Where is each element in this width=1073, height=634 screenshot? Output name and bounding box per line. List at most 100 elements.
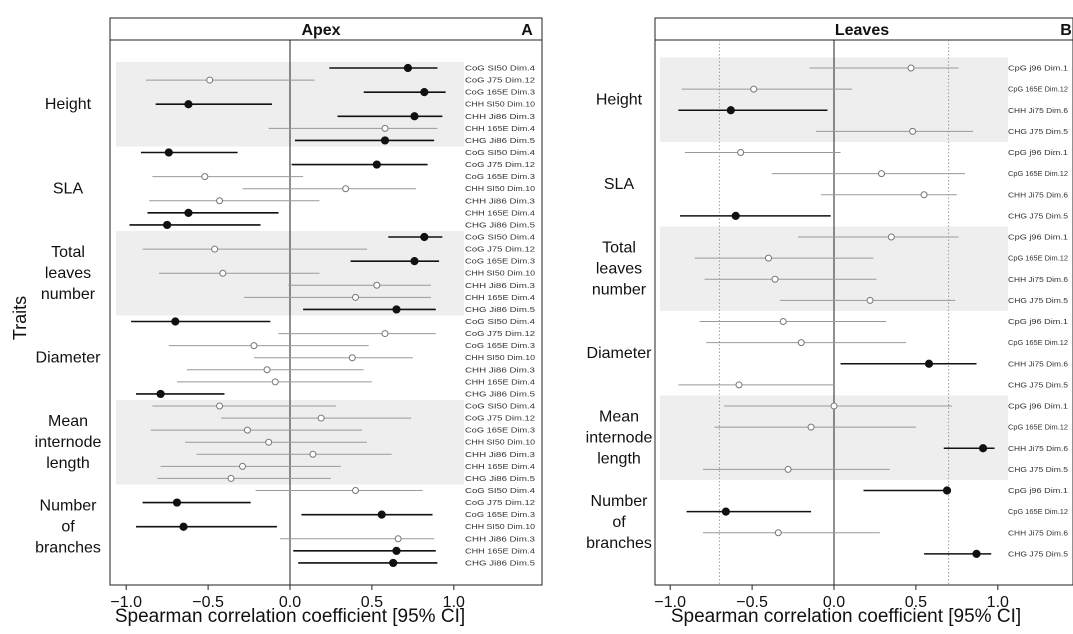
row-label: CHH 165E Dim.4	[465, 379, 535, 386]
row-label: CHG Ji86 Dim.5	[465, 391, 535, 398]
estimate-point	[263, 366, 271, 374]
row-label: CoG 165E Dim.3	[465, 174, 535, 181]
panel-letter: B	[1060, 22, 1072, 39]
row-label: CHH 165E Dim.4	[465, 548, 535, 555]
estimate-point	[920, 191, 928, 199]
estimate-point	[410, 112, 419, 121]
row-label: CpG 165E Dim.12	[1008, 509, 1068, 516]
trait-label: number	[592, 282, 647, 299]
row-label: CHH SI50 Dim.10	[465, 102, 535, 109]
estimate-point	[410, 257, 419, 266]
trait-label: Total	[51, 244, 85, 261]
row-label: CHH Ji75 Dim.6	[1008, 277, 1068, 284]
trait-label: Mean	[48, 413, 88, 430]
row-label: CoG J75 Dim.12	[465, 500, 535, 507]
estimate-point	[271, 378, 279, 386]
estimate-point	[184, 208, 193, 217]
estimate-point	[420, 88, 429, 97]
trait-label: leaves	[596, 261, 642, 278]
x-tick-label: −0.5	[736, 594, 768, 611]
row-label: CHG Ji86 Dim.5	[465, 222, 535, 229]
row-label: CHH SI50 Dim.10	[465, 440, 535, 447]
estimate-point	[227, 474, 235, 482]
estimate-point	[163, 220, 172, 230]
row-label: CoG SI50 Dim.4	[465, 235, 535, 242]
estimate-point	[784, 465, 792, 473]
estimate-point	[243, 426, 251, 434]
estimate-point	[807, 423, 815, 431]
row-label: CHG Ji86 Dim.5	[465, 560, 535, 567]
estimate-point	[389, 558, 398, 568]
row-label: CHH SI50 Dim.10	[465, 186, 535, 193]
estimate-point	[211, 245, 219, 253]
estimate-point	[942, 486, 952, 495]
estimate-point	[737, 149, 745, 156]
estimate-point	[216, 197, 224, 205]
trait-label: SLA	[604, 176, 635, 193]
estimate-point	[779, 318, 787, 325]
estimate-point	[372, 160, 381, 169]
row-label: CHH Ji86 Dim.3	[465, 536, 535, 543]
x-tick-label: −1.0	[110, 594, 142, 611]
x-axis-title: Spearman correlation coefficient [95% CI…	[115, 606, 465, 627]
x-tick-label: 0.5	[361, 594, 383, 611]
estimate-point	[392, 546, 401, 555]
estimate-point	[216, 402, 224, 410]
row-label: CpG 165E Dim.12	[1008, 425, 1068, 432]
estimate-point	[184, 100, 193, 109]
estimate-point	[381, 124, 389, 132]
trait-label: Number	[591, 493, 649, 510]
row-label: CoG SI50 Dim.4	[465, 66, 535, 73]
estimate-point	[797, 339, 805, 347]
trait-label: branches	[35, 540, 101, 557]
trait-label: Mean	[599, 409, 639, 426]
x-tick-label: 1.0	[443, 594, 465, 611]
row-label: CHG J75 Dim.5	[1008, 298, 1068, 305]
row-label: CHG J75 Dim.5	[1008, 213, 1068, 220]
estimate-point	[909, 127, 917, 135]
row-label: CHH 165E Dim.4	[465, 464, 535, 471]
trait-label: internode	[586, 430, 653, 447]
trait-label: branches	[586, 535, 652, 552]
x-axis-title: Spearman correlation coefficient [95% CI…	[671, 606, 1021, 627]
x-tick-label: −1.0	[654, 594, 686, 611]
estimate-point	[373, 281, 381, 289]
estimate-point	[731, 211, 740, 220]
row-label: CHG J75 Dim.5	[1008, 551, 1068, 558]
estimate-point	[403, 63, 413, 73]
estimate-point	[352, 293, 360, 301]
estimate-point	[726, 106, 735, 115]
estimate-point	[924, 359, 934, 368]
estimate-point	[866, 296, 874, 304]
estimate-point	[774, 529, 782, 537]
estimate-point	[392, 305, 401, 314]
y-axis-title: Traits	[10, 296, 30, 340]
trait-label: number	[41, 286, 96, 303]
row-label: CoG J75 Dim.12	[465, 162, 535, 169]
row-label: CoG J75 Dim.12	[465, 78, 535, 85]
estimate-point	[771, 275, 779, 283]
row-label: CoG SI50 Dim.4	[465, 150, 535, 157]
trait-label: Height	[596, 92, 643, 109]
trait-label: Diameter	[36, 350, 102, 367]
estimate-point	[352, 487, 360, 494]
trait-label: internode	[35, 434, 102, 451]
row-label: CpG j96 Dim.1	[1008, 488, 1068, 495]
estimate-point	[764, 254, 772, 262]
trait-label: Diameter	[587, 345, 653, 362]
row-label: CHH SI50 Dim.10	[465, 271, 535, 278]
row-label: CHG Ji86 Dim.5	[465, 476, 535, 483]
trait-label: Number	[40, 498, 98, 515]
trait-label: length	[46, 455, 90, 472]
row-label: CoG 165E Dim.3	[465, 90, 535, 97]
trait-label: SLA	[53, 181, 84, 198]
estimate-point	[201, 173, 209, 181]
row-label: CpG 165E Dim.12	[1008, 87, 1068, 94]
estimate-point	[206, 76, 214, 84]
row-label: CHH Ji86 Dim.3	[465, 367, 535, 374]
estimate-point	[878, 170, 886, 178]
row-label: CHH Ji86 Dim.3	[465, 198, 535, 205]
row-label: CHH SI50 Dim.10	[465, 524, 535, 531]
estimate-point	[164, 148, 173, 157]
